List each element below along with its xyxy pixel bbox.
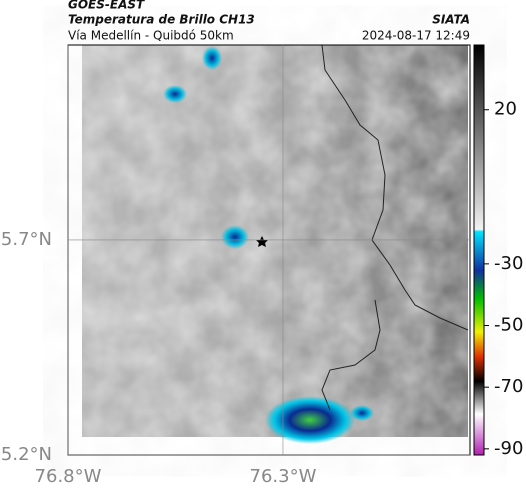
colorbar-label: -90 <box>494 438 523 459</box>
x-tick-label: 76.3°W <box>250 466 317 487</box>
colorbar <box>473 44 485 456</box>
satellite-image <box>82 44 469 444</box>
product: Temperatura de Brillo CH13 <box>68 13 255 27</box>
y-tick-label: 5.2°N <box>1 444 52 465</box>
x-tick-label: 76.8°W <box>35 466 102 487</box>
region: Vía Medellín - Quibdó 50km <box>68 29 234 43</box>
agency: GOES-EAST <box>68 0 145 12</box>
source: SIATA <box>432 13 470 27</box>
colorbar-label: -70 <box>494 376 523 397</box>
datetime: 2024-08-17 12:49 <box>362 29 470 43</box>
colorbar-label: -50 <box>494 315 523 336</box>
colorbar-label: 20 <box>494 99 517 120</box>
colorbar-label: -30 <box>494 253 523 274</box>
y-tick-label: 5.7°N <box>1 229 52 250</box>
